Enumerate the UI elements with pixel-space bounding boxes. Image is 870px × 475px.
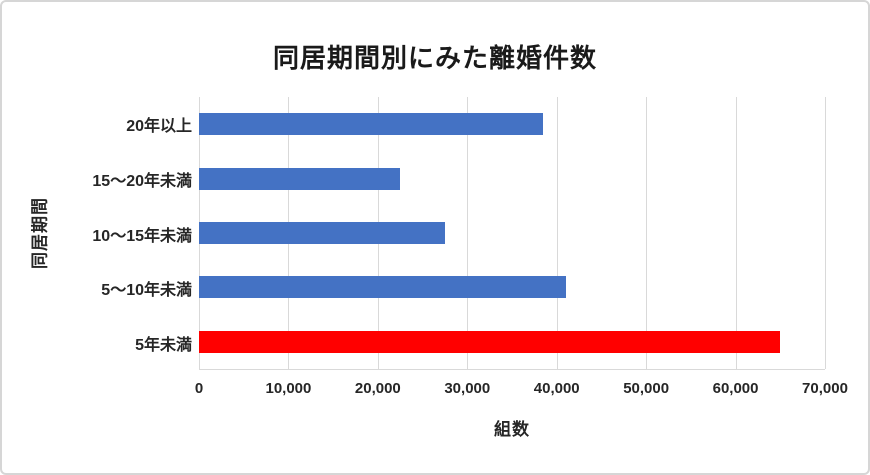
category-label: 20年以上 xyxy=(126,118,192,136)
bar-fill xyxy=(199,330,781,353)
chart-title: 同居期間別にみた離婚件数 xyxy=(272,43,597,73)
gridline xyxy=(467,97,469,369)
bar-fill xyxy=(199,276,566,299)
category-label: 15〜20年未満 xyxy=(92,172,192,190)
bar-fill xyxy=(199,113,544,136)
x-tick-label: 20,000 xyxy=(354,380,401,397)
category-axis: 20年以上 15〜20年未満 10〜15年未満 5〜10年未満 5年未満 xyxy=(2,97,192,370)
gridline xyxy=(735,97,737,369)
x-tick-label: 30,000 xyxy=(444,380,491,397)
bar-fill xyxy=(199,167,401,190)
bar-3 xyxy=(199,222,445,244)
bar-1 xyxy=(199,113,544,136)
bar-2 xyxy=(199,167,401,190)
x-tick-label: 70,000 xyxy=(802,380,848,397)
x-axis-title: 組数 xyxy=(494,420,530,439)
category-label: 5〜10年未満 xyxy=(101,282,192,300)
category-label: 10〜15年未満 xyxy=(92,227,192,245)
gridline xyxy=(825,97,826,369)
gridline xyxy=(646,97,648,369)
x-tick-label: 60,000 xyxy=(712,380,759,397)
category-label: 5年未満 xyxy=(135,336,192,354)
x-tick-label: 40,000 xyxy=(533,380,580,397)
x-axis-ticks: 0 10,000 20,000 30,000 40,000 50,000 60,000 70,… xyxy=(195,380,848,402)
x-tick-label: 0 xyxy=(194,380,204,397)
bar-5 xyxy=(199,330,781,353)
x-tick-label: 10,000 xyxy=(265,380,312,397)
plot-area xyxy=(199,97,826,370)
bar-fill xyxy=(199,222,445,244)
gridline xyxy=(556,97,558,369)
bar-4 xyxy=(199,276,566,299)
x-tick-label: 50,000 xyxy=(623,380,670,397)
